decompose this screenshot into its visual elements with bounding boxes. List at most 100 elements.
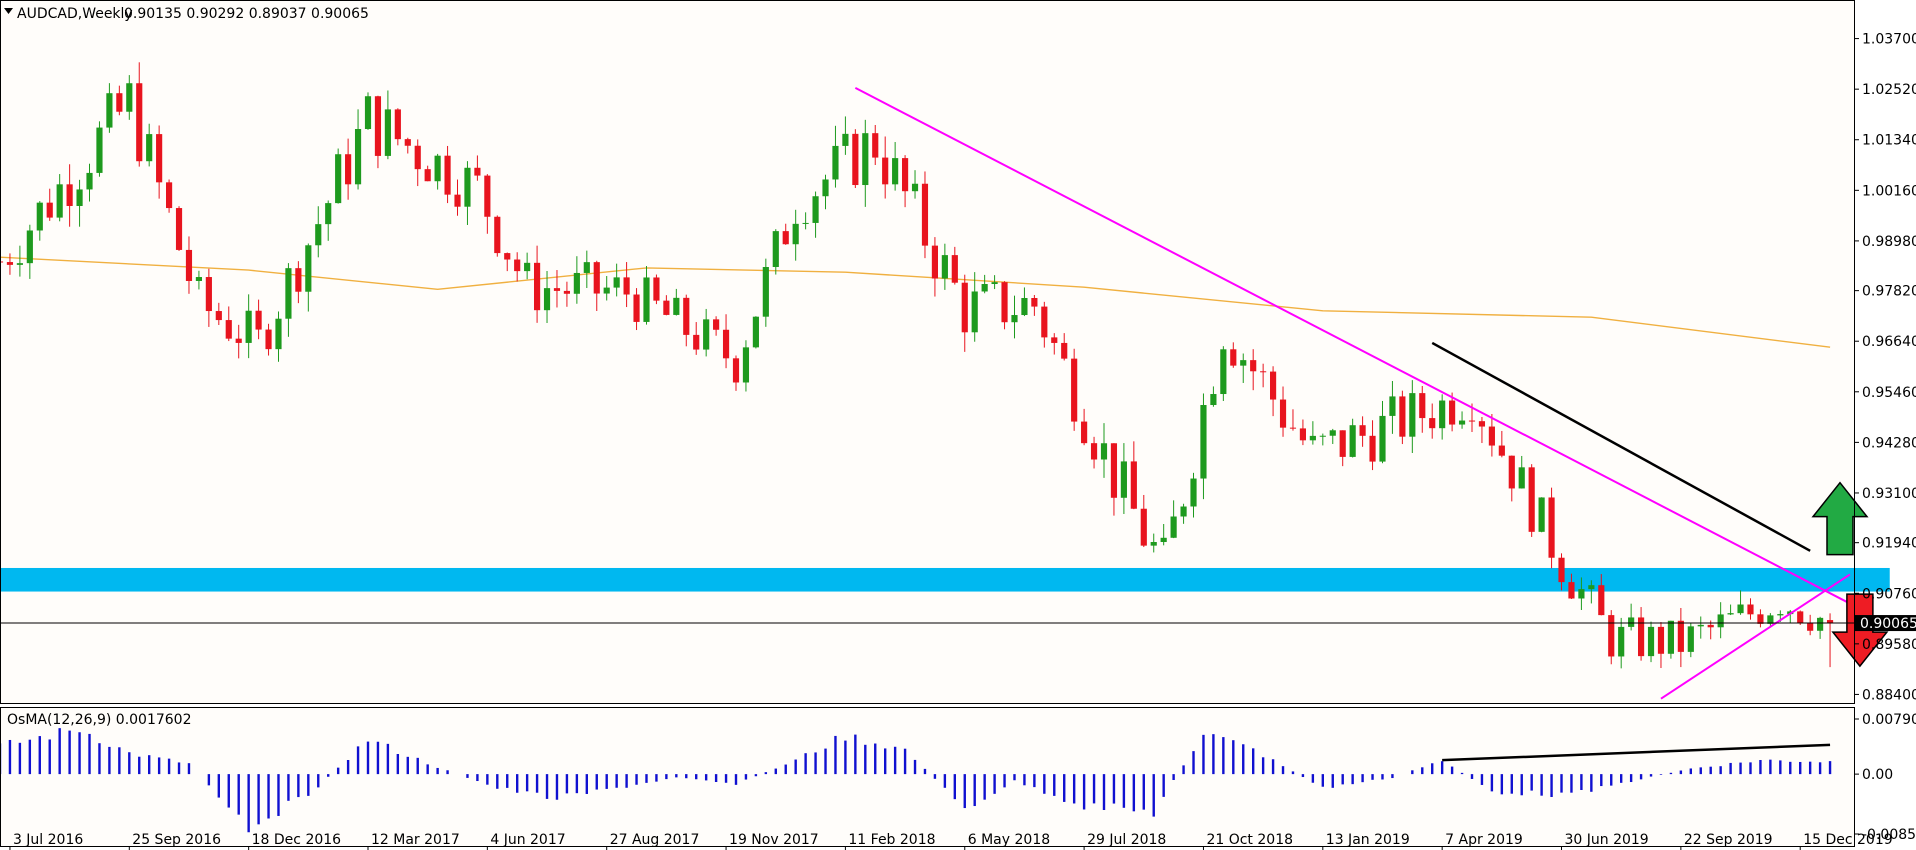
black-trendline[interactable] xyxy=(1431,341,1811,552)
bullish-candle xyxy=(971,291,978,333)
bearish-candle xyxy=(553,288,561,291)
date-tick-label: 12 Mar 2017 xyxy=(371,832,460,848)
price-tick-label: 0.97820 xyxy=(1862,284,1916,300)
bullish-candle xyxy=(126,83,133,112)
bullish-candle xyxy=(1329,430,1336,436)
bearish-candle xyxy=(1429,418,1436,429)
bullish-candle xyxy=(1439,400,1446,429)
bearish-candle xyxy=(1558,557,1565,583)
bearish-candle xyxy=(1250,360,1257,372)
trendlines[interactable] xyxy=(854,86,1861,700)
bullish-candle xyxy=(1180,506,1187,517)
bullish-candle xyxy=(1737,604,1744,614)
bullish-candle xyxy=(1210,394,1217,406)
bullish-candle xyxy=(1578,589,1585,599)
bullish-candle xyxy=(812,196,819,223)
bullish-candle xyxy=(862,133,869,186)
price-tick-label: 0.94280 xyxy=(1862,435,1916,451)
price-tick-label: 0.91940 xyxy=(1862,536,1916,552)
bearish-candle xyxy=(961,282,968,333)
bearish-candle xyxy=(882,157,889,185)
bearish-candle xyxy=(951,255,958,283)
price-tick-label: 0.98980 xyxy=(1862,234,1916,250)
bullish-candle xyxy=(1220,349,1227,395)
bearish-candle xyxy=(1449,400,1456,425)
bearish-candle xyxy=(255,310,262,330)
price-tick-label: 1.00160 xyxy=(1862,183,1916,199)
bearish-candle xyxy=(683,297,690,335)
bearish-candle xyxy=(732,358,740,383)
magenta-trendline[interactable] xyxy=(1660,573,1851,700)
osma-histogram xyxy=(0,728,1832,833)
bearish-candle xyxy=(484,175,491,217)
price-tick-label: 0.96640 xyxy=(1862,334,1916,350)
date-tick-label: 29 Jul 2018 xyxy=(1087,832,1166,848)
bullish-candle xyxy=(364,96,372,130)
bearish-candle xyxy=(1260,371,1267,373)
bullish-candle xyxy=(1100,443,1108,460)
ma-curve xyxy=(0,256,1831,348)
bearish-candle xyxy=(474,167,481,176)
price-tick-label: 0.93100 xyxy=(1862,486,1916,502)
bearish-candle xyxy=(901,158,909,192)
bearish-candle xyxy=(414,145,421,170)
bearish-candle xyxy=(713,319,720,330)
magenta-trendline[interactable] xyxy=(854,86,1861,610)
bullish-candle xyxy=(86,172,93,190)
bearish-candle xyxy=(424,169,431,182)
bearish-candle xyxy=(1130,461,1137,509)
bullish-candle xyxy=(1379,415,1386,462)
bearish-candle xyxy=(514,259,521,272)
bearish-candle xyxy=(394,109,401,140)
support-zone-rect[interactable] xyxy=(0,567,1890,592)
date-tick-label: 25 Sep 2016 xyxy=(132,832,221,848)
bullish-candle xyxy=(1588,585,1595,590)
bearish-candle xyxy=(1657,626,1665,654)
bullish-candle xyxy=(1538,497,1545,532)
bearish-candle xyxy=(1140,508,1147,546)
triangle-down-icon[interactable] xyxy=(4,8,13,14)
bearish-candle xyxy=(1269,371,1277,400)
bearish-candle xyxy=(165,182,173,209)
date-tick-label: 19 Nov 2017 xyxy=(729,832,819,848)
bearish-candle xyxy=(563,290,571,294)
current-price-label: 0.90065 xyxy=(1860,616,1916,632)
osma-panel-frame xyxy=(0,707,1855,847)
bearish-candle xyxy=(1090,443,1098,460)
bearish-candle xyxy=(1369,435,1376,462)
bullish-candle xyxy=(1160,537,1167,543)
bearish-candle xyxy=(1339,430,1346,457)
bearish-candle xyxy=(1677,620,1684,652)
bullish-candle xyxy=(832,145,839,180)
bullish-candle xyxy=(703,319,710,350)
date-tick-label: 15 Dec 2019 xyxy=(1803,832,1892,848)
bearish-candle xyxy=(931,245,939,279)
bullish-candle xyxy=(842,133,849,146)
support-zone[interactable] xyxy=(0,567,1890,592)
bullish-candle xyxy=(1150,542,1157,546)
bearish-candle xyxy=(46,202,53,218)
bullish-candle xyxy=(941,255,948,279)
bearish-candle xyxy=(593,262,600,294)
price-tick-label: 1.03700 xyxy=(1862,32,1916,48)
bullish-candle xyxy=(106,93,113,128)
bearish-candle xyxy=(1041,306,1048,338)
bullish-candle xyxy=(325,203,332,225)
bullish-candle xyxy=(981,284,988,292)
bearish-candle xyxy=(921,183,929,246)
date-tick-label: 22 Sep 2019 xyxy=(1684,832,1773,848)
bullish-candle xyxy=(1011,315,1018,323)
bearish-candle xyxy=(1747,604,1754,615)
bullish-candle xyxy=(315,224,322,246)
bearish-candle xyxy=(1031,298,1038,307)
bearish-candle xyxy=(1230,349,1237,366)
bullish-candle xyxy=(16,263,23,265)
moving-average-line xyxy=(0,256,1831,348)
bearish-candle xyxy=(265,329,272,350)
osma-divergence-line[interactable] xyxy=(1442,743,1831,762)
bearish-candle xyxy=(116,93,123,112)
price-tick-label: 0.90760 xyxy=(1862,586,1916,602)
bullish-candle xyxy=(1409,393,1416,437)
bearish-candle xyxy=(136,83,143,162)
